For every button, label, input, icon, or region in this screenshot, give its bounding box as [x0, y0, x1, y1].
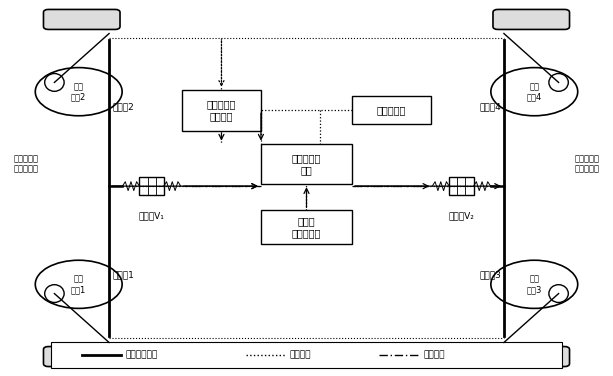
Text: 空气
弹簧4: 空气 弹簧4	[527, 82, 542, 102]
Text: 电磁阀V₁: 电磁阀V₁	[139, 212, 164, 221]
Text: 空气
弹簧3: 空气 弹簧3	[527, 274, 542, 294]
Text: 控制信号: 控制信号	[423, 350, 444, 359]
Text: 簧下质量加
速度传感器: 簧下质量加 速度传感器	[13, 154, 39, 174]
Ellipse shape	[45, 285, 64, 302]
Bar	[352, 96, 431, 124]
Text: 减振器4: 减振器4	[479, 102, 501, 111]
Text: 转向盘
转角传感器: 转向盘 转角传感器	[292, 216, 321, 238]
Ellipse shape	[491, 260, 577, 308]
Bar	[139, 177, 164, 195]
Ellipse shape	[549, 74, 568, 91]
Bar	[449, 177, 474, 195]
Text: 空气
弹簧2: 空气 弹簧2	[71, 82, 86, 102]
Text: 电磁阀V₂: 电磁阀V₂	[449, 212, 474, 221]
Ellipse shape	[491, 68, 577, 116]
Text: 互联连接管路: 互联连接管路	[126, 350, 158, 359]
Bar	[261, 144, 352, 184]
Text: 簧下质量加
速度传感器: 簧下质量加 速度传感器	[574, 154, 600, 174]
Text: 减振器1: 减振器1	[112, 271, 134, 279]
Text: 减振器2: 减振器2	[112, 102, 134, 111]
Bar	[261, 210, 352, 244]
Text: 车速传感器: 车速传感器	[377, 105, 406, 115]
Text: 信号采集: 信号采集	[289, 350, 311, 359]
Bar	[51, 342, 562, 368]
Bar	[182, 90, 261, 130]
Ellipse shape	[36, 68, 122, 116]
Text: 互联状态控
制器: 互联状态控 制器	[292, 153, 321, 175]
Ellipse shape	[549, 285, 568, 302]
FancyBboxPatch shape	[44, 9, 120, 29]
Ellipse shape	[45, 74, 64, 91]
Ellipse shape	[36, 260, 122, 308]
FancyBboxPatch shape	[493, 9, 569, 29]
Text: 减振器3: 减振器3	[479, 271, 501, 279]
Text: 空气
弹簧1: 空气 弹簧1	[71, 274, 86, 294]
FancyBboxPatch shape	[493, 347, 569, 367]
FancyBboxPatch shape	[44, 347, 120, 367]
Text: 路边不平度
辨识模块: 路边不平度 辨识模块	[207, 99, 236, 121]
